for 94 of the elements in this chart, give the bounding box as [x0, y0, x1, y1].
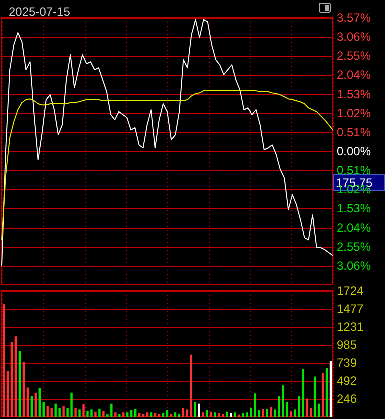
bar [302, 369, 304, 417]
y-tick-label: 1231 [337, 320, 364, 334]
bar [266, 408, 268, 417]
bar [6, 370, 10, 417]
chart-title: 2025-07-15 [9, 5, 71, 19]
bar [290, 411, 292, 417]
bar [114, 412, 117, 417]
line-series [2, 19, 334, 266]
bar [82, 404, 85, 417]
bar [18, 351, 22, 417]
bar [322, 373, 324, 417]
bar [218, 413, 220, 417]
bar [46, 406, 49, 417]
y-tick-label: 3.06% [337, 258, 372, 273]
bar [286, 402, 288, 417]
bar [306, 398, 308, 417]
bar [314, 376, 316, 417]
bar [178, 414, 181, 417]
bar [282, 386, 284, 417]
bar [158, 414, 161, 417]
line-series [2, 90, 334, 241]
bar [30, 396, 34, 417]
bar [118, 414, 121, 417]
bar [10, 342, 14, 417]
bar [146, 412, 149, 417]
y-tick-label: 3.57% [337, 11, 372, 25]
y-tick-label: 2.55% [337, 240, 372, 254]
y-tick-label: 0.00% [337, 144, 372, 158]
bar [310, 408, 312, 417]
bar [26, 388, 30, 417]
bar [70, 392, 73, 417]
bar [190, 354, 193, 417]
bar [126, 412, 129, 417]
bar [86, 411, 89, 417]
bar [294, 410, 296, 417]
bar [242, 413, 244, 417]
y-tick-label: 2.55% [337, 49, 372, 64]
bar [94, 412, 97, 417]
bar [270, 408, 272, 417]
bar [166, 410, 169, 417]
bar [34, 392, 37, 417]
bar [230, 413, 232, 417]
bar [102, 411, 105, 417]
bar [58, 408, 61, 417]
y-tick-label: 246 [337, 392, 358, 406]
y-tick-label: 985 [337, 338, 358, 352]
bar [194, 402, 197, 417]
bar [78, 410, 81, 417]
y-tick-label: 0.51% [337, 125, 372, 140]
bar [14, 336, 18, 417]
bar [318, 404, 320, 417]
y-tick-label: 1.53% [337, 87, 372, 102]
y-tick-label: 1477 [337, 302, 364, 316]
bar [262, 408, 264, 417]
bar [170, 414, 173, 417]
bar [110, 404, 113, 417]
bar [182, 408, 185, 417]
bar [98, 408, 101, 417]
bar [202, 412, 204, 417]
bar [198, 404, 200, 417]
bar [130, 410, 133, 417]
bar [298, 396, 300, 417]
bar [74, 408, 77, 417]
y-tick-label: 492 [337, 374, 358, 388]
bar [222, 414, 224, 417]
y-tick-label: 1724 [337, 284, 364, 298]
bar [38, 388, 41, 417]
bar [254, 394, 256, 417]
y-tick-label: 2.04% [337, 220, 372, 235]
y-tick-label: 2.04% [337, 68, 372, 82]
bar [326, 368, 328, 417]
bar [234, 412, 236, 417]
bar [150, 412, 153, 417]
bar [142, 414, 145, 417]
bar [226, 412, 228, 417]
bar [134, 408, 137, 417]
bar [330, 361, 332, 417]
bar [22, 362, 26, 417]
y-tick-label: 1.53% [337, 202, 372, 216]
bar [206, 410, 208, 417]
bar [42, 402, 45, 417]
bar [174, 412, 177, 417]
bar [90, 410, 93, 417]
bar [50, 408, 53, 417]
bar [186, 410, 189, 417]
bar [214, 412, 216, 417]
y-tick-label: 0.51% [337, 164, 372, 178]
y-tick-label: 3.06% [337, 30, 372, 44]
y-tick-label: 739 [337, 356, 358, 370]
y-tick-label: 1.02% [337, 106, 372, 120]
bar [54, 404, 57, 417]
bar [122, 412, 125, 417]
bar [62, 406, 65, 417]
bar [2, 304, 6, 417]
